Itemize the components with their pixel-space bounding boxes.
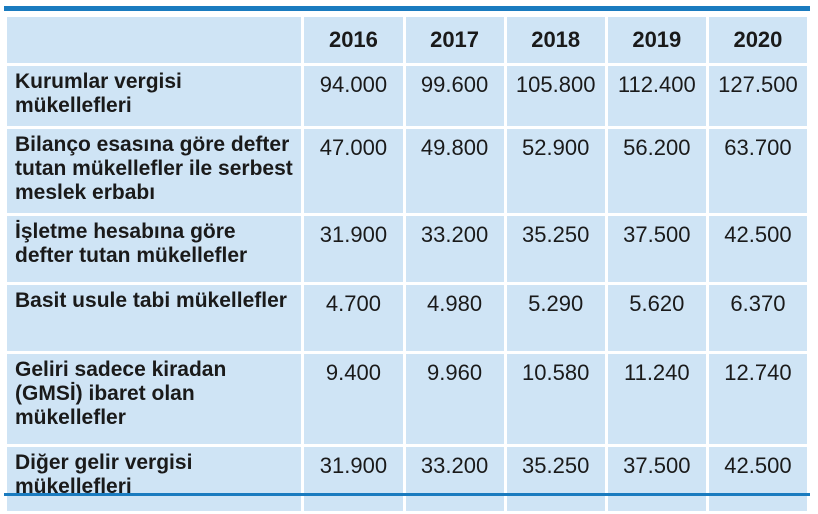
header-corner-cell	[7, 17, 302, 63]
value-cell: 127.500	[708, 66, 807, 126]
row-label: Diğer gelir vergisi mükellefleri	[7, 447, 302, 511]
year-header: 2017	[405, 17, 504, 63]
value-cell: 112.400	[607, 66, 706, 126]
year-header: 2016	[304, 17, 403, 63]
value-cell: 56.200	[607, 129, 706, 213]
value-cell: 99.600	[405, 66, 504, 126]
value-cell: 31.900	[304, 216, 403, 282]
year-header: 2018	[506, 17, 605, 63]
row-label: İşletme hesabına göre defter tutan mükel…	[7, 216, 302, 282]
value-cell: 35.250	[506, 447, 605, 511]
value-cell: 47.000	[304, 129, 403, 213]
value-cell: 49.800	[405, 129, 504, 213]
bottom-accent-bar	[4, 493, 810, 496]
value-cell: 33.200	[405, 216, 504, 282]
value-cell: 33.200	[405, 447, 504, 511]
value-cell: 9.400	[304, 354, 403, 444]
value-cell: 5.620	[607, 285, 706, 351]
value-cell: 12.740	[708, 354, 807, 444]
table-row: Kurumlar vergisi mükellefleri 94.000 99.…	[7, 66, 807, 126]
row-label: Kurumlar vergisi mükellefleri	[7, 66, 302, 126]
taxpayer-table: 2016 2017 2018 2019 2020 Kurumlar vergis…	[4, 14, 810, 514]
value-cell: 37.500	[607, 216, 706, 282]
row-label: Geliri sadece kiradan (GMSİ) ibaret olan…	[7, 354, 302, 444]
row-label: Basit usule tabi mükellefler	[7, 285, 302, 351]
header-row: 2016 2017 2018 2019 2020	[7, 17, 807, 63]
value-cell: 105.800	[506, 66, 605, 126]
row-label: Bilanço esasına göre defter tutan mükell…	[7, 129, 302, 213]
value-cell: 10.580	[506, 354, 605, 444]
table-frame: 2016 2017 2018 2019 2020 Kurumlar vergis…	[4, 6, 810, 511]
value-cell: 6.370	[708, 285, 807, 351]
table-row: Bilanço esasına göre defter tutan mükell…	[7, 129, 807, 213]
value-cell: 31.900	[304, 447, 403, 511]
value-cell: 35.250	[506, 216, 605, 282]
value-cell: 42.500	[708, 447, 807, 511]
value-cell: 94.000	[304, 66, 403, 126]
table-row: İşletme hesabına göre defter tutan mükel…	[7, 216, 807, 282]
value-cell: 42.500	[708, 216, 807, 282]
value-cell: 63.700	[708, 129, 807, 213]
year-header: 2020	[708, 17, 807, 63]
year-header: 2019	[607, 17, 706, 63]
table-row: Basit usule tabi mükellefler 4.700 4.980…	[7, 285, 807, 351]
value-cell: 4.700	[304, 285, 403, 351]
value-cell: 37.500	[607, 447, 706, 511]
value-cell: 5.290	[506, 285, 605, 351]
table-row: Geliri sadece kiradan (GMSİ) ibaret olan…	[7, 354, 807, 444]
table-row: Diğer gelir vergisi mükellefleri 31.900 …	[7, 447, 807, 511]
value-cell: 9.960	[405, 354, 504, 444]
top-accent-bar	[4, 6, 810, 11]
value-cell: 11.240	[607, 354, 706, 444]
value-cell: 52.900	[506, 129, 605, 213]
value-cell: 4.980	[405, 285, 504, 351]
